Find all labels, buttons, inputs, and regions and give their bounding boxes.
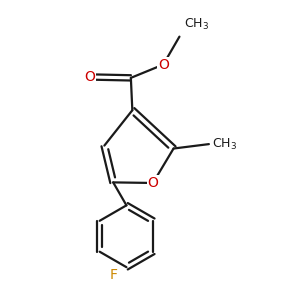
Text: F: F [109, 268, 117, 281]
Text: O: O [148, 176, 158, 190]
Text: O: O [158, 58, 169, 72]
Text: CH$_3$: CH$_3$ [212, 136, 237, 152]
Text: CH$_3$: CH$_3$ [184, 17, 209, 32]
Text: O: O [84, 70, 95, 84]
